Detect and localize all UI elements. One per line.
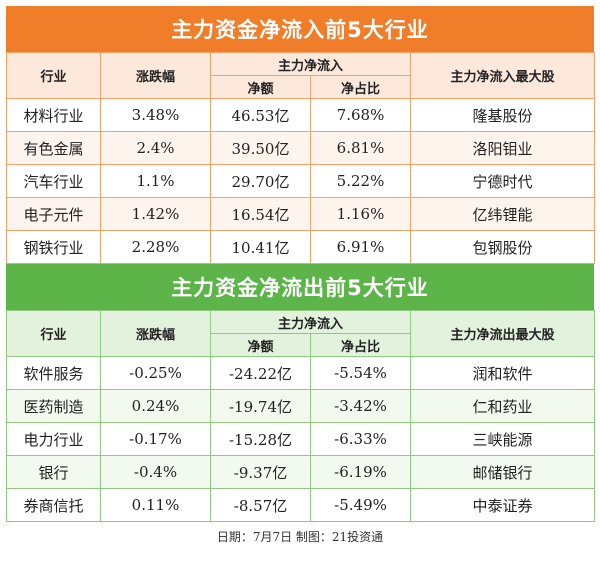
- cell-ratio: 5.22%: [309, 164, 412, 198]
- header-top-stock: 主力净流出最大股: [410, 310, 596, 357]
- cell-stock: 亿纬锂能: [410, 197, 596, 231]
- cell-change: 0.24%: [100, 389, 211, 423]
- page: 主力资金净流入前5大行业 行业 涨跌幅 主力净流入 主力净流入最大股 净额 净占…: [6, 6, 596, 550]
- header-main-flow: 主力净流入: [209, 310, 412, 334]
- cell-industry: 有色金属: [6, 131, 101, 165]
- cell-amount: 46.53亿: [210, 98, 311, 132]
- cell-change: 3.48%: [100, 98, 211, 132]
- table-row: 汽车行业 1.1% 29.70亿 5.22% 宁德时代: [6, 164, 596, 198]
- cell-industry: 券商信托: [6, 488, 101, 522]
- cell-industry: 电力行业: [6, 422, 101, 456]
- inflow-table: 行业 涨跌幅 主力净流入 主力净流入最大股 净额 净占比 材料行业 3.48% …: [6, 52, 596, 264]
- table-row: 医药制造 0.24% -19.74亿 -3.42% 仁和药业: [6, 389, 596, 423]
- header-net-amount: 净额: [210, 333, 311, 357]
- cell-change: 1.42%: [100, 197, 211, 231]
- header-change: 涨跌幅: [100, 310, 211, 357]
- cell-industry: 医药制造: [6, 389, 101, 423]
- cell-stock: 邮储银行: [410, 455, 596, 489]
- outflow-table: 行业 涨跌幅 主力净流入 主力净流出最大股 净额 净占比 软件服务 -0.25%…: [6, 310, 596, 522]
- header-industry: 行业: [6, 310, 101, 357]
- header-main-flow: 主力净流入: [209, 52, 412, 76]
- table-row: 软件服务 -0.25% -24.22亿 -5.54% 润和软件: [6, 356, 596, 390]
- cell-ratio: 7.68%: [309, 98, 412, 132]
- cell-stock: 中泰证券: [410, 488, 596, 522]
- cell-stock: 宁德时代: [410, 164, 596, 198]
- cell-stock: 隆基股份: [410, 98, 596, 132]
- cell-amount: 39.50亿: [210, 131, 311, 165]
- cell-ratio: 1.16%: [309, 197, 412, 231]
- cell-change: 0.11%: [100, 488, 211, 522]
- header-top-stock: 主力净流入最大股: [410, 52, 596, 99]
- cell-ratio: -6.33%: [309, 422, 412, 456]
- cell-change: 1.1%: [100, 164, 211, 198]
- cell-change: -0.17%: [100, 422, 211, 456]
- cell-amount: -8.57亿: [210, 488, 311, 522]
- header-net-ratio: 净占比: [309, 333, 412, 357]
- cell-industry: 电子元件: [6, 197, 101, 231]
- cell-stock: 三峡能源: [410, 422, 596, 456]
- cell-ratio: -5.49%: [309, 488, 412, 522]
- header-industry: 行业: [6, 52, 101, 99]
- cell-amount: -15.28亿: [210, 422, 311, 456]
- table-row: 券商信托 0.11% -8.57亿 -5.49% 中泰证券: [6, 488, 596, 522]
- cell-amount: -19.74亿: [210, 389, 311, 423]
- cell-stock: 洛阳钼业: [410, 131, 596, 165]
- cell-industry: 钢铁行业: [6, 230, 101, 264]
- header-net-ratio: 净占比: [309, 75, 412, 99]
- table-row: 有色金属 2.4% 39.50亿 6.81% 洛阳钼业: [6, 131, 596, 165]
- table-row: 钢铁行业 2.28% 10.41亿 6.91% 包钢股份: [6, 230, 596, 264]
- cell-ratio: 6.91%: [309, 230, 412, 264]
- cell-amount: 29.70亿: [210, 164, 311, 198]
- cell-ratio: -5.54%: [309, 356, 412, 390]
- cell-stock: 润和软件: [410, 356, 596, 390]
- cell-ratio: -3.42%: [309, 389, 412, 423]
- inflow-title: 主力资金净流入前5大行业: [6, 6, 594, 52]
- cell-industry: 银行: [6, 455, 101, 489]
- table-row: 电子元件 1.42% 16.54亿 1.16% 亿纬锂能: [6, 197, 596, 231]
- cell-industry: 软件服务: [6, 356, 101, 390]
- table-row: 材料行业 3.48% 46.53亿 7.68% 隆基股份: [6, 98, 596, 132]
- cell-amount: 16.54亿: [210, 197, 311, 231]
- cell-stock: 包钢股份: [410, 230, 596, 264]
- table-row: 银行 -0.4% -9.37亿 -6.19% 邮储银行: [6, 455, 596, 489]
- header-change: 涨跌幅: [100, 52, 211, 99]
- cell-change: -0.4%: [100, 455, 211, 489]
- header-net-amount: 净额: [210, 75, 311, 99]
- footer-credit: 日期：7月7日 制图：21投资通: [216, 529, 384, 544]
- cell-ratio: -6.19%: [309, 455, 412, 489]
- cell-change: 2.4%: [100, 131, 211, 165]
- cell-amount: -9.37亿: [210, 455, 311, 489]
- cell-industry: 材料行业: [6, 98, 101, 132]
- cell-change: -0.25%: [100, 356, 211, 390]
- table-row: 电力行业 -0.17% -15.28亿 -6.33% 三峡能源: [6, 422, 596, 456]
- cell-stock: 仁和药业: [410, 389, 596, 423]
- outflow-title: 主力资金净流出前5大行业: [6, 264, 594, 310]
- cell-change: 2.28%: [100, 230, 211, 264]
- cell-industry: 汽车行业: [6, 164, 101, 198]
- cell-amount: 10.41亿: [210, 230, 311, 264]
- cell-amount: -24.22亿: [210, 356, 311, 390]
- cell-ratio: 6.81%: [309, 131, 412, 165]
